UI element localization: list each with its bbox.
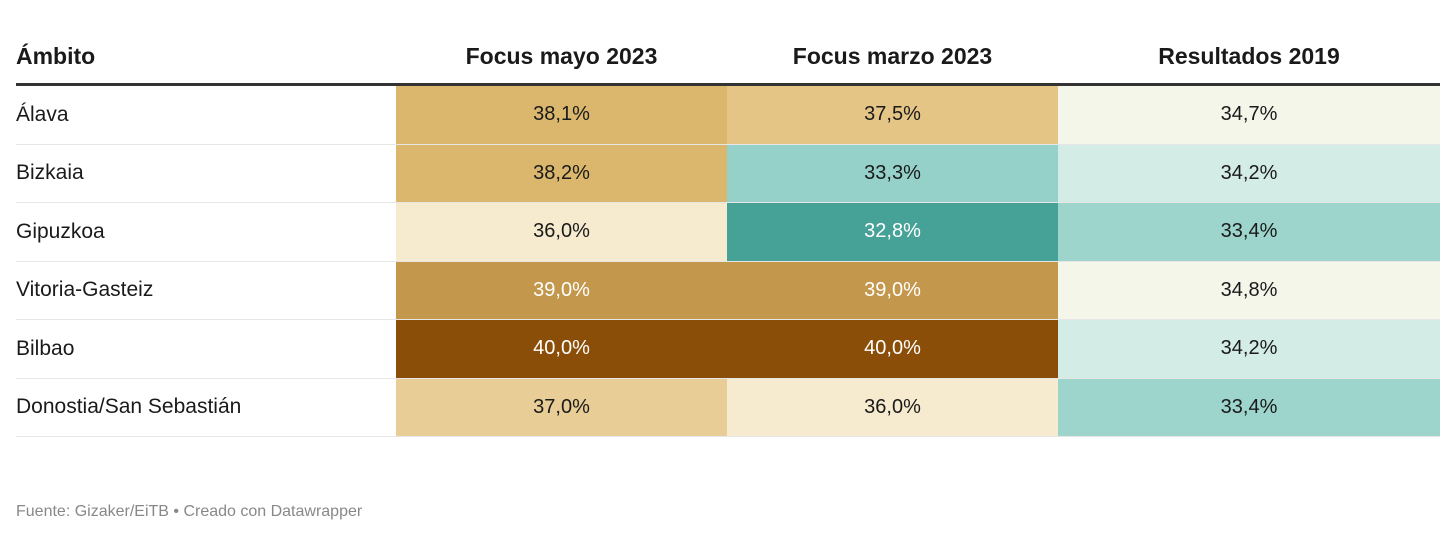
row-label: Gipuzkoa [16, 219, 105, 243]
table-body: Álava 38,1% 37,5% 34,7% Bizkaia 38,2% 33,3% 34,… [16, 86, 1440, 437]
column-header-focus-mayo-2023: Focus mayo 2023 [465, 43, 658, 69]
table-row: Vitoria-Gasteiz 39,0% 39,0% 34,8% [16, 261, 1440, 320]
value-cell: 33,4% [1058, 203, 1440, 261]
value-cell: 34,2% [1058, 144, 1440, 202]
value-cell: 33,3% [727, 144, 1058, 202]
value-cell: 34,7% [1058, 86, 1440, 144]
table-row: Álava 38,1% 37,5% 34,7% [16, 86, 1440, 145]
column-header-ambito: Ámbito [16, 43, 96, 69]
table-row: Gipuzkoa 36,0% 32,8% 33,4% [16, 203, 1440, 262]
value-cell: 34,8% [1058, 261, 1440, 319]
column-header-resultados-2019: Resultados 2019 [1158, 43, 1340, 69]
table-row: Bizkaia 38,2% 33,3% 34,2% [16, 144, 1440, 203]
value-cell: 33,4% [1058, 378, 1440, 436]
row-label: Donostia/San Sebastián [16, 395, 242, 419]
value-cell: 37,0% [396, 378, 727, 436]
value-cell: 39,0% [727, 261, 1058, 319]
column-header-focus-marzo-2023: Focus marzo 2023 [792, 43, 993, 69]
row-label: Bizkaia [16, 161, 84, 185]
value-cell: 36,0% [396, 203, 727, 261]
row-label: Bilbao [16, 336, 75, 360]
table-row: Donostia/San Sebastián 37,0% 36,0% 33,4% [16, 378, 1440, 437]
value-cell: 38,2% [396, 144, 727, 202]
row-label: Vitoria-Gasteiz [16, 278, 154, 302]
source-footer: Fuente: Gizaker/EiTB • Creado con Datawr… [16, 503, 363, 520]
results-table: Ámbito Focus mayo 2023 Focus marzo 2023 … [16, 30, 1440, 437]
value-cell: 34,2% [1058, 320, 1440, 378]
table-row: Bilbao 40,0% 40,0% 34,2% [16, 320, 1440, 379]
value-cell: 37,5% [727, 86, 1058, 144]
table-header: Ámbito Focus mayo 2023 Focus marzo 2023 … [16, 30, 1440, 86]
value-cell: 36,0% [727, 378, 1058, 436]
value-cell: 32,8% [727, 203, 1058, 261]
value-cell: 39,0% [396, 261, 727, 319]
value-cell: 40,0% [396, 320, 727, 378]
value-cell: 38,1% [396, 86, 727, 144]
value-cell: 40,0% [727, 320, 1058, 378]
row-label: Álava [16, 102, 69, 126]
